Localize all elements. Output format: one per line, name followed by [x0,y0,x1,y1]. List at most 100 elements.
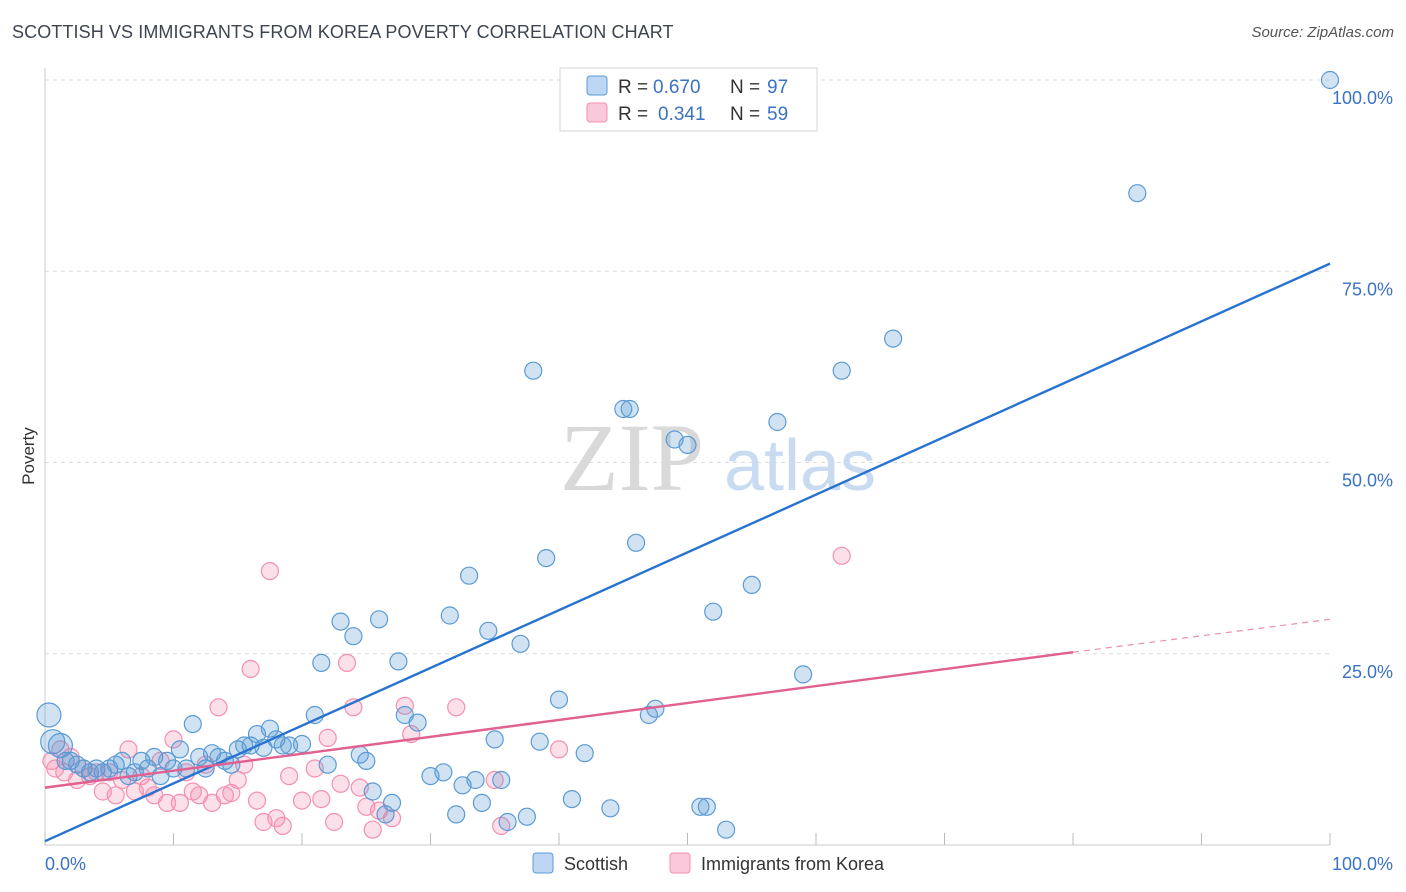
korea-trend-extension [1072,618,1331,653]
korea-point-33 [247,791,267,810]
scottish-point-88 [793,665,813,684]
scottish-point-60 [466,770,485,790]
scottish-point-62 [479,621,498,640]
korea-point-52 [395,696,414,715]
scottish-point-75 [614,399,633,419]
korea-point-58 [832,546,851,565]
scottish-point-37 [273,736,292,755]
korea-point-35 [260,561,279,581]
scottish-point-81 [678,435,697,454]
korea-point-49 [363,820,382,839]
scottish-point-35 [260,719,279,738]
korea-point-20 [164,730,183,749]
scottish-point-50 [382,793,402,813]
scottish-point-51 [389,652,408,671]
korea-point-42 [318,728,337,748]
source-label: Source: ZipAtlas.com [1251,24,1394,41]
scottish-point-47 [363,782,382,801]
korea-point-45 [337,653,357,673]
scottish-point-63 [485,730,504,749]
korea-points [42,546,851,839]
scottish-point-2 [47,732,74,759]
scottish-point-55 [434,763,453,782]
scottish-point-41 [312,653,331,673]
scottish-point-89 [832,361,851,380]
scottish-point-74 [601,799,620,818]
scottish-point-70 [537,548,556,568]
scottish-point-53 [408,713,427,732]
legend-r-label-scottish: R = [618,77,648,98]
korea-point-37 [273,816,292,836]
scottish-point-46 [357,751,376,771]
korea-point-55 [485,770,504,790]
legend-n-label-scottish: N = [730,77,760,98]
scottish-point-23 [183,714,202,734]
legend-n-value-korea: 59 [767,104,788,125]
korea-point-11 [106,786,125,805]
scottish-point-57 [447,805,466,824]
x-tick-label-1: 100.0% [1332,854,1393,874]
scottish-point-64 [492,770,511,790]
scottish-point-43 [331,612,350,631]
axes [44,68,1331,846]
y-tick-label-3: 100.0% [1332,88,1393,108]
scottish-point-44 [344,627,363,646]
y-tick-label-2: 75.0% [1342,279,1393,299]
scottish-point-67 [517,807,537,826]
trend-lines [44,262,1331,843]
korea-trend-line [44,651,1074,789]
korea-point-43 [325,812,344,832]
korea-point-21 [170,793,189,813]
korea-point-30 [228,770,247,790]
scottish-point-83 [697,797,716,816]
scottish-point-49 [376,805,395,824]
scottish-point-91 [1128,184,1147,203]
scottish-point-85 [716,820,736,839]
y-axis-label: Poverty [19,427,38,485]
legend-n-value-scottish: 97 [767,77,788,98]
scottish-point-73 [575,744,594,763]
scottish-point-66 [511,634,530,653]
scottish-points [36,70,1340,839]
korea-point-38 [280,766,299,786]
watermark: ZIP atlas [560,404,876,511]
legend-r-value-scottish: 0.670 [653,77,701,98]
scottish-point-65 [498,812,517,832]
y-tick-label-0: 25.0% [1342,662,1393,682]
chart-title: SCOTTISH VS IMMIGRANTS FROM KOREA POVERT… [12,22,674,42]
legend-r-label-korea: R = [618,104,648,125]
korea-point-32 [241,659,260,679]
scottish-point-19 [158,751,177,771]
scottish-point-12 [112,751,132,771]
scottish-point-0 [36,702,62,728]
x-tick-label-0: 0.0% [45,854,86,874]
scottish-point-69 [530,732,549,751]
korea-point-41 [312,789,331,809]
scottish-point-76 [620,399,639,419]
legend-bottom-label-korea: Immigrants from Korea [701,854,885,874]
legend-swatch-scottish [586,75,608,96]
legend-r-value-korea: 0.341 [658,104,706,125]
tick-labels: 25.0% 50.0% 75.0% 100.0% 0.0% 100.0% [45,88,1393,874]
scottish-point-59 [460,566,479,585]
korea-point-27 [209,698,228,717]
scottish-point-72 [562,789,582,809]
scottish-point-39 [292,734,312,754]
legend-n-label-korea: N = [730,104,760,125]
scottish-trend-line [44,262,1331,843]
korea-point-44 [331,774,350,793]
scottish-point-1 [40,729,66,755]
scottish-point-71 [549,690,569,709]
korea-point-57 [549,740,569,759]
korea-point-54 [447,698,466,717]
scottish-point-82 [691,797,710,816]
scottish-point-87 [768,412,787,432]
y-tick-label-1: 50.0% [1342,471,1393,491]
scottish-point-68 [524,361,543,380]
scottish-point-42 [318,755,337,774]
scottish-point-61 [472,793,491,813]
korea-point-19 [158,793,177,813]
scottish-point-92 [1320,70,1340,90]
korea-point-39 [292,791,312,810]
